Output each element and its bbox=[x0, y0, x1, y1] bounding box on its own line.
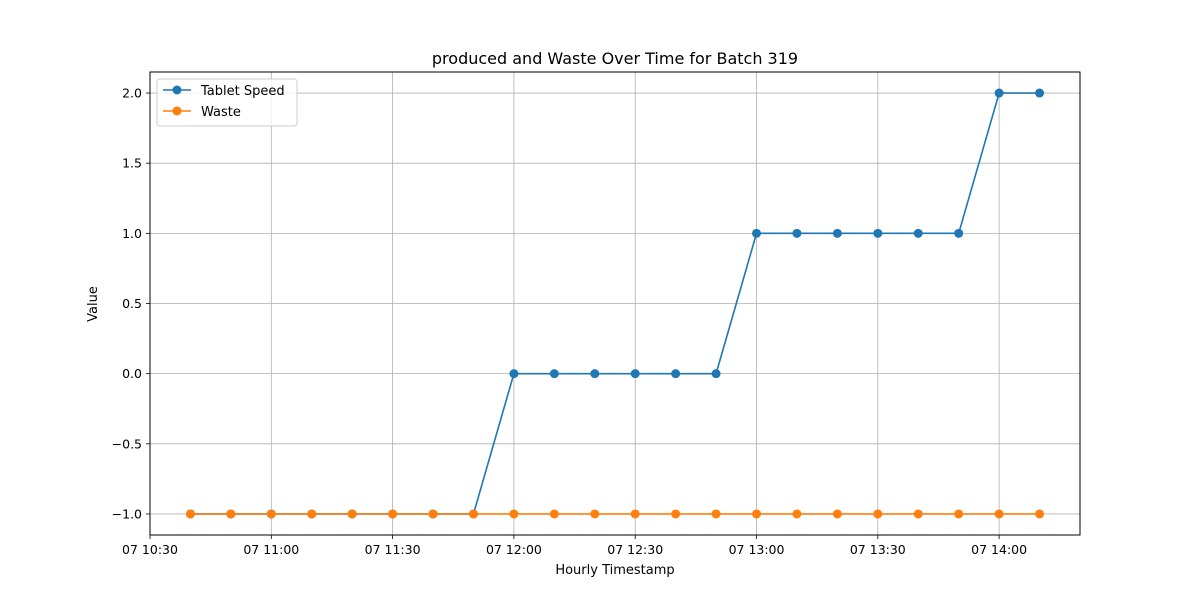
data-point-waste bbox=[226, 509, 236, 519]
series-layer bbox=[185, 88, 1045, 519]
legend-label-waste: Waste bbox=[201, 105, 241, 120]
data-point-waste bbox=[509, 509, 519, 519]
data-point-waste bbox=[873, 509, 883, 519]
data-point-waste bbox=[711, 509, 721, 519]
data-point-waste bbox=[630, 509, 640, 519]
x-tick-label: 07 13:30 bbox=[850, 542, 906, 557]
y-tick-label: 1.0 bbox=[122, 226, 142, 241]
data-point-tablet-speed bbox=[752, 228, 762, 238]
data-point-waste bbox=[954, 509, 964, 519]
data-point-waste bbox=[185, 509, 195, 519]
data-point-waste bbox=[590, 509, 600, 519]
y-tick-label: 1.5 bbox=[122, 156, 142, 171]
chart-title: produced and Waste Over Time for Batch 3… bbox=[432, 49, 798, 68]
data-point-tablet-speed bbox=[913, 228, 923, 238]
data-point-tablet-speed bbox=[671, 369, 681, 379]
y-tick-label: −1.0 bbox=[112, 506, 142, 521]
data-point-tablet-speed bbox=[509, 369, 519, 379]
data-point-tablet-speed bbox=[873, 228, 883, 238]
y-axis-label: Value bbox=[86, 286, 101, 322]
x-axis-label: Hourly Timestamp bbox=[555, 563, 674, 578]
data-point-waste bbox=[307, 509, 317, 519]
data-point-waste bbox=[549, 509, 559, 519]
axis-ticks: 07 10:30 07 11:00 07 11:30 07 12:00 07 12:30… bbox=[112, 86, 1027, 557]
data-point-tablet-speed bbox=[954, 228, 964, 238]
y-tick-label: −0.5 bbox=[112, 436, 142, 451]
series-waste bbox=[185, 509, 1045, 519]
x-tick-label: 07 10:30 bbox=[122, 542, 178, 557]
data-point-waste bbox=[428, 509, 438, 519]
legend-marker-waste bbox=[172, 106, 182, 116]
data-point-tablet-speed bbox=[792, 228, 802, 238]
legend-frame bbox=[156, 78, 298, 127]
data-point-waste bbox=[388, 509, 398, 519]
data-point-tablet-speed bbox=[590, 369, 600, 379]
data-point-waste bbox=[468, 509, 478, 519]
y-tick-label: 0.0 bbox=[122, 366, 142, 381]
data-point-tablet-speed bbox=[711, 369, 721, 379]
x-tick-label: 07 14:00 bbox=[971, 542, 1027, 557]
legend-label-tablet-speed: Tablet Speed bbox=[200, 84, 285, 99]
data-point-waste bbox=[752, 509, 762, 519]
x-tick-label: 07 11:00 bbox=[243, 542, 299, 557]
x-tick-label: 07 12:00 bbox=[486, 542, 542, 557]
data-point-waste bbox=[792, 509, 802, 519]
data-point-tablet-speed bbox=[630, 369, 640, 379]
data-point-tablet-speed bbox=[994, 88, 1004, 98]
data-point-waste bbox=[832, 509, 842, 519]
data-point-waste bbox=[347, 509, 357, 519]
y-tick-label: 0.5 bbox=[122, 296, 142, 311]
data-point-waste bbox=[913, 509, 923, 519]
data-point-tablet-speed bbox=[1035, 88, 1045, 98]
y-tick-label: 2.0 bbox=[122, 86, 142, 101]
data-point-waste bbox=[671, 509, 681, 519]
data-point-waste bbox=[1035, 509, 1045, 519]
data-point-tablet-speed bbox=[832, 228, 842, 238]
legend: Tablet Speed Waste bbox=[156, 78, 298, 127]
x-tick-label: 07 11:30 bbox=[365, 542, 421, 557]
x-tick-label: 07 12:30 bbox=[607, 542, 663, 557]
legend-marker-tablet-speed bbox=[172, 85, 182, 95]
data-point-waste bbox=[266, 509, 276, 519]
data-point-tablet-speed bbox=[549, 369, 559, 379]
data-point-waste bbox=[994, 509, 1004, 519]
x-tick-label: 07 13:00 bbox=[729, 542, 785, 557]
